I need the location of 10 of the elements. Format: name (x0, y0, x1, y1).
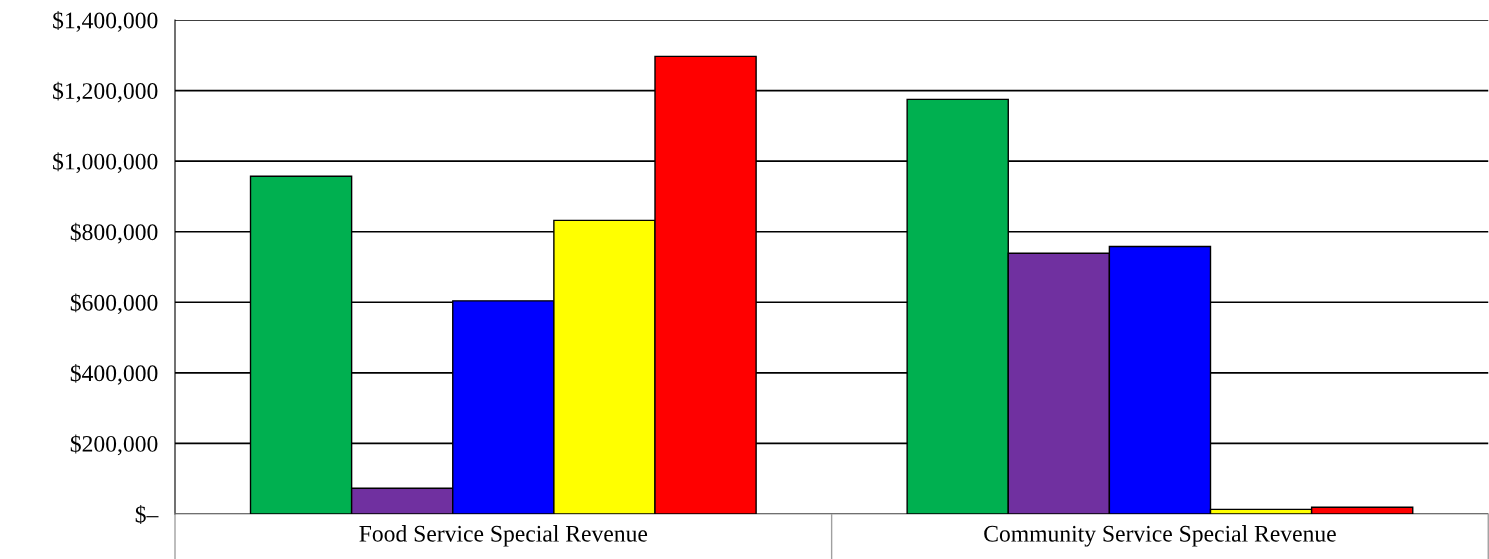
y-tick-label: $1,000,000 (53, 152, 158, 173)
y-tick-label: $600,000 (70, 293, 158, 315)
x-tick-label: Food Service Special Revenue (359, 525, 648, 547)
y-tick-label: $1,400,000 (53, 11, 158, 32)
y-tick-label: $200,000 (70, 434, 158, 456)
y-tick-label: $400,000 (70, 363, 158, 385)
x-tick-label: Community Service Special Revenue (984, 525, 1336, 547)
y-tick-label: $1,200,000 (53, 81, 158, 103)
y-tick-label: $800,000 (70, 222, 158, 244)
y-tick-label: $– (135, 505, 159, 524)
